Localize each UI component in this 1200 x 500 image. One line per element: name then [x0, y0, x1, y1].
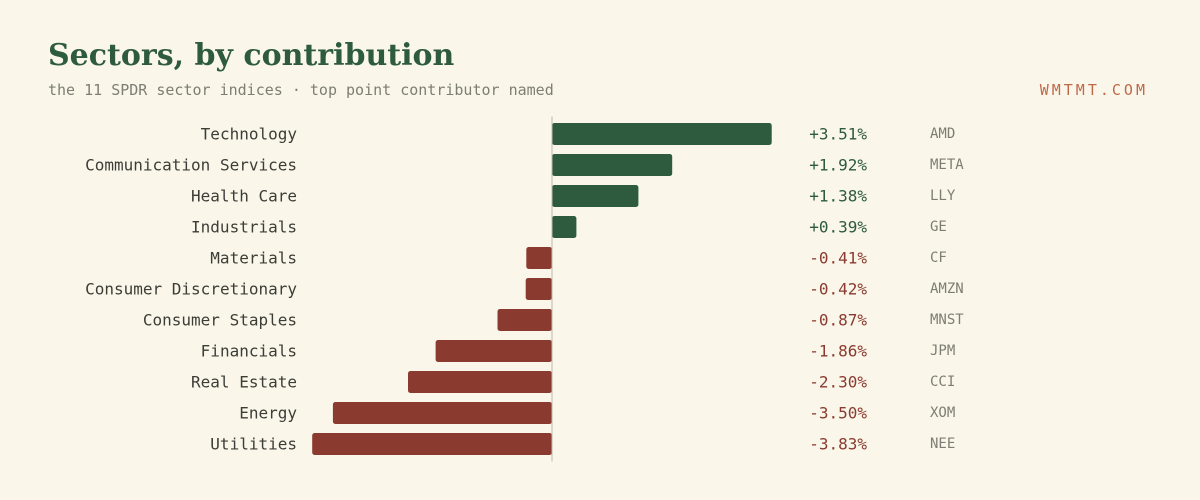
value-label: -0.42% [809, 280, 867, 299]
contributor-ticker: AMD [930, 126, 955, 142]
sector-bar [312, 433, 552, 455]
sector-label: Real Estate [191, 373, 297, 392]
value-label: +1.92% [809, 156, 867, 175]
chart-title: Sectors, by contribution [48, 38, 455, 73]
sector-bar [526, 247, 552, 269]
contributor-ticker: LLY [930, 188, 956, 204]
contributor-ticker: MNST [930, 312, 964, 328]
sector-bar [435, 340, 552, 362]
contributor-ticker: JPM [930, 343, 955, 359]
sector-label: Industrials [191, 218, 297, 237]
contributor-ticker: GE [930, 219, 947, 235]
sector-bar [552, 123, 772, 145]
contributor-ticker: META [930, 157, 964, 173]
sector-label: Financials [201, 342, 297, 361]
brand-link[interactable]: WMTMT.COM [1039, 81, 1148, 99]
chart-subtitle: the 11 SPDR sector indices · top point c… [48, 81, 554, 99]
value-label: +3.51% [809, 125, 867, 144]
value-label: -3.50% [809, 404, 867, 423]
sector-bar [332, 402, 552, 424]
contributor-ticker: CCI [930, 374, 955, 390]
value-label: -1.86% [809, 342, 867, 361]
sector-label: Utilities [210, 435, 297, 454]
sector-bar [552, 216, 577, 238]
value-label: -0.41% [809, 249, 867, 268]
sector-bar [497, 309, 552, 331]
sector-bar [525, 278, 552, 300]
sector-label: Communication Services [85, 156, 297, 175]
sector-bar [552, 154, 673, 176]
value-label: -2.30% [809, 373, 867, 392]
sector-label: Materials [210, 249, 297, 268]
contributor-ticker: XOM [930, 405, 955, 421]
sector-label: Energy [239, 404, 297, 423]
value-label: -0.87% [809, 311, 867, 330]
sector-bar [408, 371, 552, 393]
sector-label: Consumer Staples [143, 311, 297, 330]
value-label: +1.38% [809, 187, 867, 206]
sector-label: Consumer Discretionary [85, 280, 297, 299]
contributor-ticker: AMZN [930, 281, 964, 297]
contributor-ticker: CF [930, 250, 947, 266]
sector-label: Technology [201, 125, 298, 144]
value-label: +0.39% [809, 218, 867, 237]
sector-bar [552, 185, 639, 207]
contributor-ticker: NEE [930, 436, 955, 452]
value-label: -3.83% [809, 435, 867, 454]
sector-label: Health Care [191, 187, 297, 206]
